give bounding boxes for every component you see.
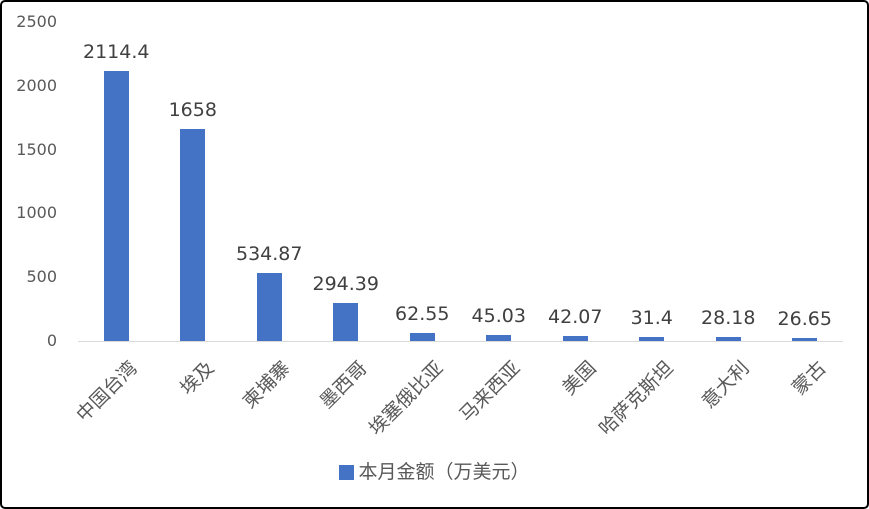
bar-墨西哥 (333, 303, 359, 341)
y-tick-label: 2000 (16, 75, 57, 95)
bar-意大利 (715, 337, 741, 341)
x-category-label: 美国 (558, 357, 601, 400)
y-tick-label: 1000 (16, 203, 57, 223)
bar-柬埔寨 (256, 272, 282, 341)
x-category-label: 墨西哥 (315, 357, 372, 413)
bar-中国台湾 (103, 71, 129, 341)
y-tick-label: 2500 (16, 12, 57, 31)
bar-哈萨克斯坦 (639, 336, 665, 341)
bar-value-label: 294.39 (312, 273, 379, 296)
legend-swatch-icon (339, 464, 355, 480)
x-category-label: 哈萨克斯坦 (594, 357, 678, 440)
bar-马来西亚 (486, 335, 512, 341)
x-category-label: 中国台湾 (72, 357, 142, 427)
bar-value-label: 26.65 (777, 307, 832, 330)
bar-value-label: 1658 (168, 99, 217, 122)
bar-value-label: 28.18 (701, 307, 756, 330)
bar-埃及 (180, 129, 206, 341)
bar-美国 (562, 335, 588, 341)
bar-value-label: 31.4 (630, 306, 673, 329)
x-category-label: 柬埔寨 (238, 357, 295, 413)
bar-value-label: 534.87 (236, 242, 303, 265)
x-category-label: 马来西亚 (454, 357, 525, 427)
bar-value-label: 62.55 (395, 303, 450, 326)
y-tick-label: 0 (46, 331, 57, 350)
x-axis-line (78, 341, 843, 342)
bar-蒙古 (792, 337, 818, 341)
x-category-label: 埃及 (175, 357, 219, 400)
y-tick-label: 500 (26, 267, 57, 287)
bar-value-label: 45.03 (471, 305, 526, 328)
x-category-label: 蒙古 (787, 357, 831, 400)
x-category-label: 意大利 (697, 357, 754, 413)
bar-value-label: 2114.4 (83, 41, 150, 64)
legend-label: 本月金额（万美元） (358, 461, 530, 483)
y-tick-label: 1500 (16, 139, 57, 159)
legend: 本月金额（万美元） (2, 461, 867, 483)
bar-埃塞俄比亚 (409, 333, 435, 341)
bar-value-label: 42.07 (548, 305, 603, 328)
x-category-label: 埃塞俄比亚 (365, 357, 448, 440)
